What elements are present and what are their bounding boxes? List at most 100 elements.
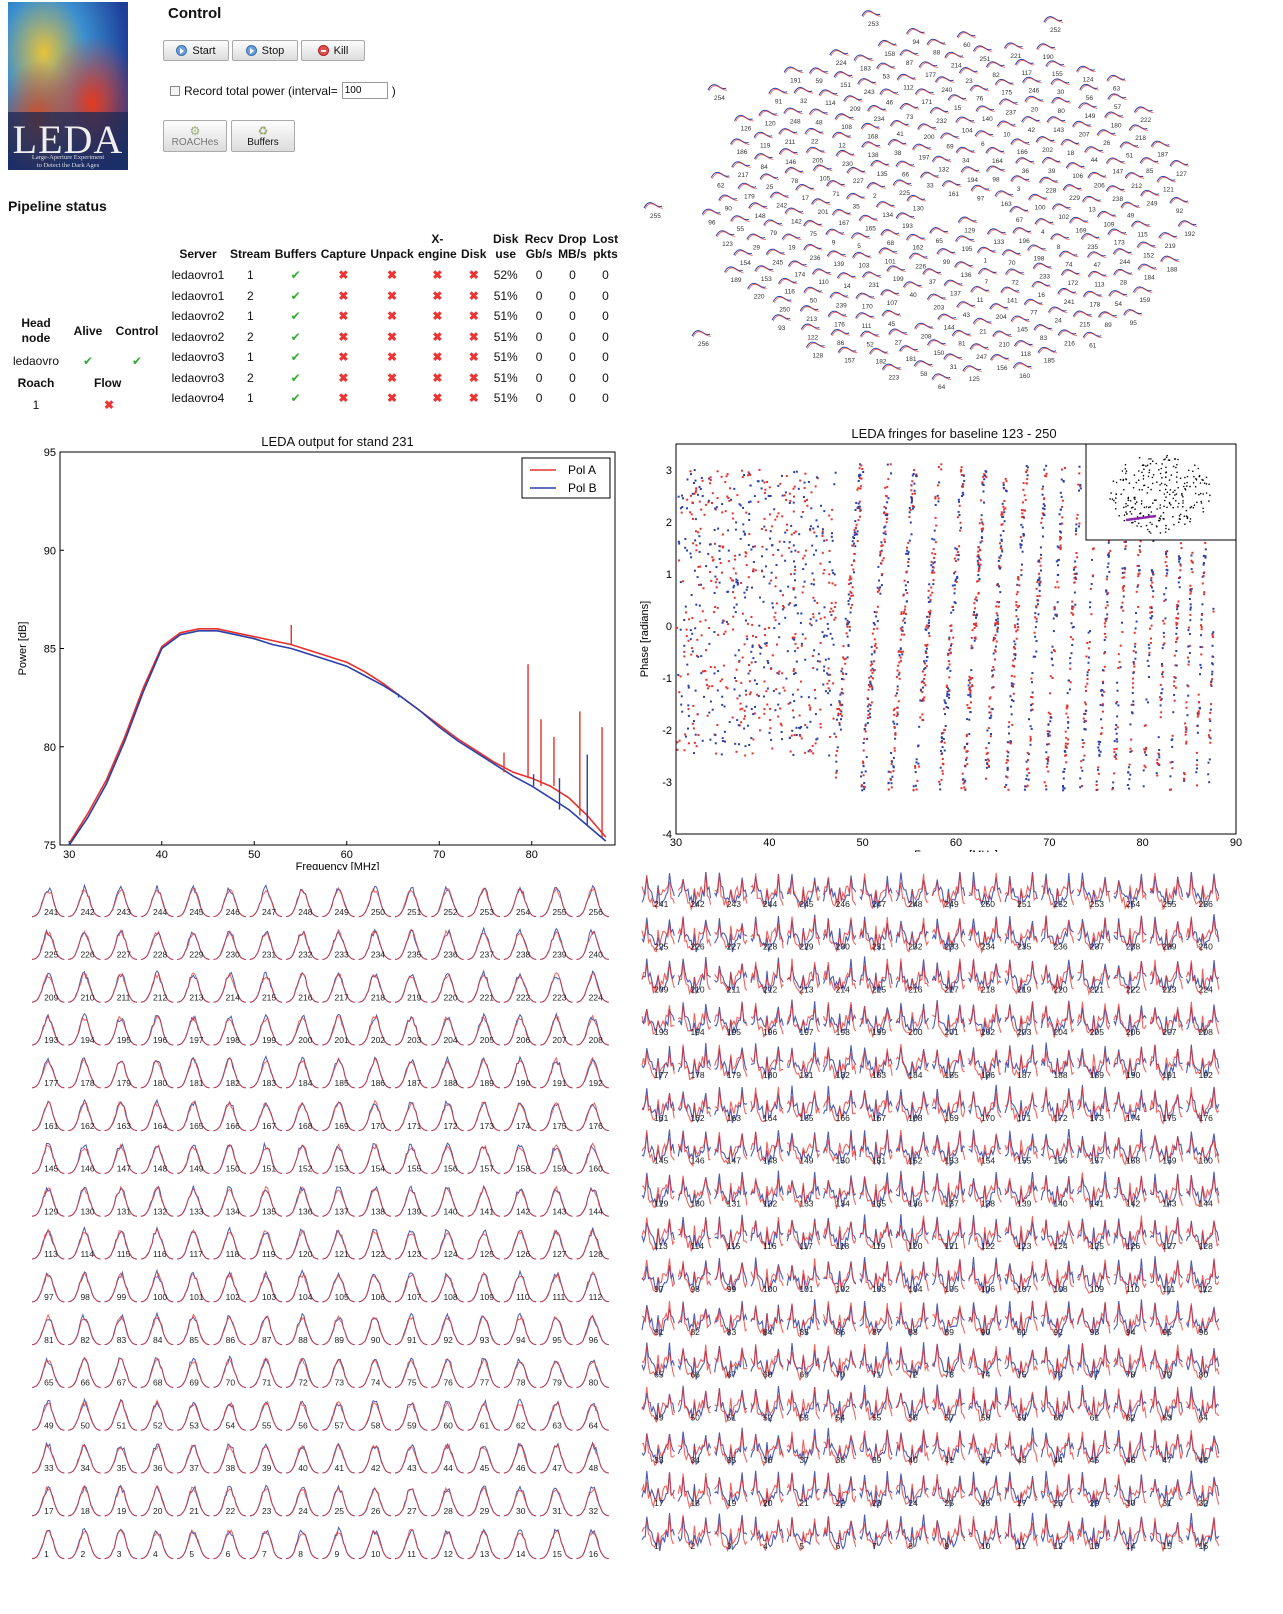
stand-cell-211: 211 — [714, 963, 748, 994]
stand-label: 83 — [117, 1335, 127, 1345]
antenna-label: 107 — [887, 300, 898, 307]
antenna-label: 115 — [1137, 231, 1148, 238]
stand-cell-158: 158 — [503, 1144, 537, 1174]
stand-cell-245: 245 — [177, 884, 210, 918]
antenna-66: 66 — [895, 160, 916, 178]
stand-cell-59: 59 — [1004, 1385, 1038, 1422]
stand-label: 113 — [44, 1249, 58, 1259]
stand-label: 154 — [371, 1164, 385, 1174]
stand-label: 27 — [407, 1506, 417, 1516]
antenna-42: 42 — [1021, 116, 1041, 134]
antenna-177: 177 — [918, 61, 939, 79]
stand-label: 153 — [335, 1164, 349, 1174]
stand-cell-40: 40 — [895, 1429, 929, 1466]
antenna-label: 218 — [1135, 135, 1146, 142]
stand-cell-232: 232 — [895, 917, 929, 953]
stand-label: 131 — [117, 1206, 131, 1216]
record-power-checkbox[interactable] — [170, 85, 180, 96]
stand-label: 121 — [945, 1241, 959, 1251]
stand-cell-63: 63 — [540, 1400, 573, 1431]
stand-label: 75 — [407, 1378, 417, 1388]
stop-button[interactable]: Stop — [232, 40, 298, 61]
stand-label: 39 — [262, 1463, 272, 1473]
cell-stream: 2 — [247, 370, 254, 385]
stand-cell-208: 208 — [1185, 1001, 1220, 1037]
stand-label: 103 — [262, 1292, 276, 1302]
antenna-79: 79 — [763, 219, 783, 237]
stand-cell-243: 243 — [104, 885, 137, 918]
antenna-142: 142 — [784, 207, 805, 225]
antenna-label: 24 — [1054, 317, 1062, 324]
antenna-label: 96 — [708, 219, 716, 226]
stand-label: 221 — [480, 992, 494, 1002]
cell-server: ledaovro1 — [171, 288, 225, 303]
stand-cell-202: 202 — [358, 1013, 392, 1046]
stand-label: 219 — [407, 992, 421, 1002]
cell-lost: 0 — [602, 288, 609, 303]
stand-cell-197: 197 — [786, 999, 821, 1037]
antenna-label: 7 — [984, 279, 988, 286]
antenna-17: 17 — [795, 184, 815, 202]
stand-cell-178: 178 — [68, 1057, 101, 1089]
control-title: Control — [168, 5, 222, 22]
antenna-31: 31 — [943, 353, 963, 371]
stand-label: 246 — [836, 899, 850, 909]
antenna-label: 56 — [1086, 95, 1094, 102]
stand-label: 59 — [407, 1420, 417, 1430]
stand-label: 207 — [1162, 1027, 1176, 1037]
stand-cell-124: 124 — [1040, 1219, 1075, 1251]
stand-label: 78 — [1126, 1370, 1136, 1380]
antenna-label: 74 — [1065, 261, 1073, 268]
stand-cell-27: 27 — [1004, 1471, 1038, 1508]
stand-cell-215: 215 — [859, 956, 893, 994]
antenna-137: 137 — [943, 279, 964, 297]
cell-lost: 0 — [602, 391, 609, 406]
antenna-label: 23 — [965, 78, 973, 85]
stand-label: 205 — [1090, 1027, 1104, 1037]
cell-server: ledaovro2 — [171, 329, 225, 344]
stand-label: 52 — [153, 1420, 163, 1430]
stand-cell-103: 103 — [249, 1270, 283, 1303]
stand-label: 48 — [589, 1463, 599, 1473]
antenna-label: 206 — [1094, 183, 1105, 190]
stand-cell-144: 144 — [1185, 1171, 1220, 1208]
stand-label: 210 — [80, 992, 94, 1002]
antenna-label: 225 — [899, 190, 910, 197]
stand-cell-209: 209 — [641, 958, 675, 994]
stop-icon — [317, 45, 329, 56]
roaches-button[interactable]: ⚙ ROACHes — [163, 120, 227, 152]
stand-cell-45: 45 — [1077, 1430, 1111, 1465]
stand-label: 5 — [189, 1549, 194, 1559]
stand-label: 106 — [981, 1284, 995, 1294]
buffers-button[interactable]: ♻ Buffers — [231, 120, 295, 152]
kill-button[interactable]: Kill — [301, 40, 365, 61]
start-button[interactable]: Start — [163, 40, 229, 61]
stand-cell-253: 253 — [1077, 872, 1111, 910]
stand-cell-117: 117 — [177, 1229, 210, 1260]
stand-label: 122 — [371, 1249, 385, 1259]
stand-cell-194: 194 — [677, 1002, 712, 1037]
antenna-label: 76 — [976, 96, 984, 103]
stand-cell-80: 80 — [576, 1359, 609, 1388]
stand-label: 187 — [407, 1078, 421, 1088]
cross-icon: ✖ — [432, 268, 443, 283]
antenna-101: 101 — [878, 247, 898, 265]
antenna-214: 214 — [944, 51, 964, 70]
cross-icon: ✖ — [338, 370, 349, 385]
stand-cell-171: 171 — [1004, 1086, 1038, 1123]
antenna-178: 178 — [1083, 290, 1103, 309]
interval-input[interactable] — [341, 82, 388, 99]
antenna-153: 153 — [754, 265, 775, 283]
stand-label: 19 — [727, 1498, 737, 1508]
cell-disk_use: 51% — [493, 350, 518, 365]
stand-cell-244: 244 — [140, 885, 174, 918]
antenna-125: 125 — [962, 365, 983, 383]
stand-label: 237 — [480, 950, 494, 960]
stand-cell-148: 148 — [140, 1144, 174, 1174]
stand-cell-255: 255 — [1149, 872, 1184, 911]
antenna-188: 188 — [1160, 255, 1180, 273]
stand-cell-239: 239 — [1149, 916, 1184, 953]
antenna-label: 53 — [883, 73, 891, 80]
antenna-40: 40 — [903, 281, 923, 299]
stand-cell-10: 10 — [358, 1529, 392, 1560]
